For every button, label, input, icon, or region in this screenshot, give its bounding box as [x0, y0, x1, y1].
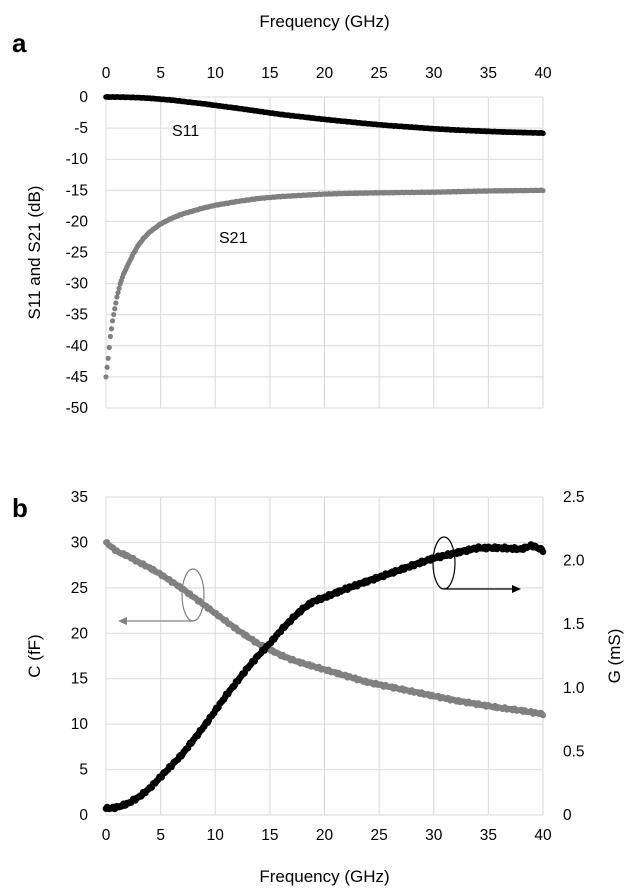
y-tick-label: -35 [66, 307, 88, 324]
y-axis-label-right: G (mS) [605, 629, 624, 684]
y-tick-label-left: 35 [71, 489, 88, 506]
annotation-arrowhead-c [118, 617, 127, 625]
data-point-g [539, 548, 547, 556]
x-tick-label: 15 [261, 827, 278, 844]
data-point-s21 [106, 344, 112, 351]
x-tick-label: 20 [316, 65, 334, 82]
y-tick-label-left: 15 [71, 671, 88, 688]
annotation-ellipse-g [432, 536, 456, 590]
chart-panel-a: 0 5 10 15 20 25 30 35 40 0 -5 -10 -15 -20 -25 -30 -35 -40… [12, 12, 552, 417]
data-point-s21 [109, 318, 116, 324]
y-tick-label: -25 [66, 245, 88, 262]
x-tick-label: 20 [316, 827, 334, 844]
y-tick-label: -40 [66, 338, 89, 355]
data-point-s21 [113, 300, 119, 306]
y-tick-label: -10 [66, 151, 89, 168]
y-tick-label-left: 30 [71, 534, 89, 551]
x-axis-label: Frequency (GHz) [259, 12, 389, 31]
y-tick-label-right: 1.0 [563, 680, 585, 697]
x-tick-label: 25 [371, 827, 388, 844]
data-point-s21 [108, 326, 115, 332]
x-tick-label: 25 [371, 65, 388, 82]
y-tick-label: -50 [66, 400, 89, 417]
data-point-s21 [116, 285, 122, 291]
data-point-s21 [114, 294, 120, 300]
y-axis-label: S11 and S21 (dB) [25, 186, 44, 320]
x-tick-label: 10 [207, 827, 225, 844]
x-tick-label: 15 [261, 65, 278, 82]
y-tick-label-right: 2.5 [563, 489, 585, 506]
y-tick-label: -5 [74, 120, 88, 137]
y-tick-label-left: 5 [79, 762, 88, 779]
x-tick-label: 35 [480, 65, 497, 82]
data-point-s21 [115, 290, 121, 296]
panel-label: a [12, 28, 27, 58]
y-tick-label: 0 [79, 89, 88, 106]
y-tick-label-left: 25 [71, 580, 88, 597]
y-tick-label: -30 [66, 276, 89, 293]
x-tick-label: 0 [102, 827, 111, 844]
y-tick-label-right: 2.0 [563, 553, 585, 570]
data-point-s21 [103, 374, 109, 380]
data-point-c [540, 712, 546, 719]
x-tick-label: 0 [102, 65, 111, 82]
panel-label: b [12, 493, 28, 523]
data-point-s21 [105, 355, 111, 361]
data-point-s21 [112, 306, 118, 312]
y-tick-label: -45 [66, 369, 88, 386]
x-tick-label: 30 [425, 827, 443, 844]
x-tick-label: 5 [156, 65, 165, 82]
x-tick-label: 35 [480, 827, 497, 844]
x-tick-label: 30 [425, 65, 443, 82]
y-tick-label-right: 0.5 [563, 743, 585, 760]
y-tick-label-left: 0 [79, 807, 88, 824]
y-tick-label: -15 [66, 182, 88, 199]
y-axis-label-left: C (fF) [25, 634, 44, 677]
annotation-s21: S21 [219, 230, 248, 247]
y-tick-label-right: 1.5 [563, 616, 585, 633]
data-point-s21 [104, 364, 110, 370]
annotation-arrowhead-g [512, 585, 521, 593]
x-tick-label: 10 [207, 65, 225, 82]
y-tick-label-left: 20 [71, 625, 89, 642]
data-point-s21 [111, 311, 117, 318]
y-tick-label-right: 0 [563, 807, 572, 824]
x-tick-label: 40 [534, 65, 552, 82]
x-axis-label: Frequency (GHz) [259, 867, 389, 886]
chart-panel-b: 0 5 10 15 20 25 30 35 40 0 5 10 15 20 25 30 35 0 0.5 1.0 1.5… [12, 489, 624, 886]
annotation-s11: S11 [172, 123, 199, 140]
data-point-s21 [540, 187, 546, 194]
data-point-s11 [540, 130, 546, 137]
x-tick-label: 5 [156, 827, 165, 844]
y-tick-label-left: 10 [71, 716, 89, 733]
data-point-s21 [107, 333, 113, 340]
y-tick-label: -20 [66, 213, 89, 230]
x-tick-label: 40 [534, 827, 552, 844]
